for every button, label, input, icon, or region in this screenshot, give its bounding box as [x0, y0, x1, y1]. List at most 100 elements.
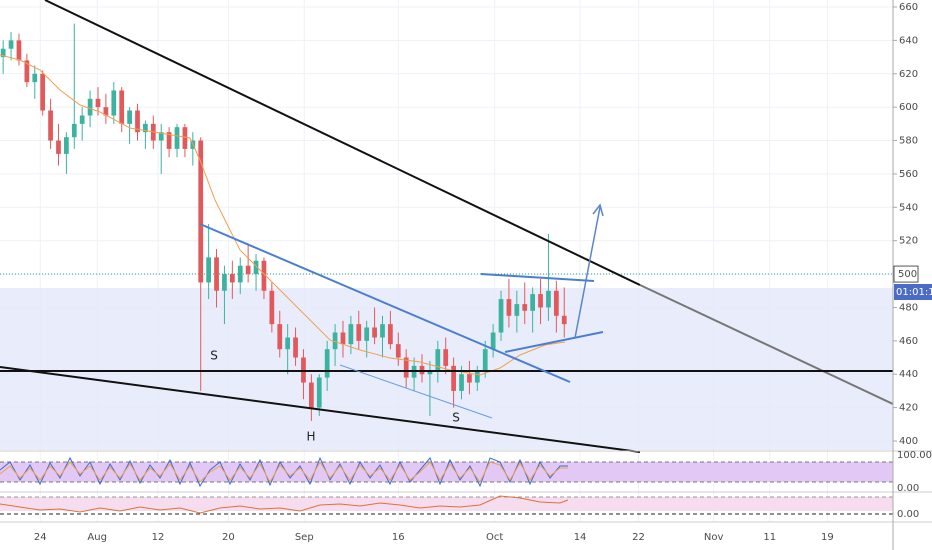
candle-body: [79, 115, 85, 124]
candle-body: [166, 132, 172, 149]
candle-body: [0, 48, 6, 58]
oscillator-band: [0, 462, 893, 482]
candle-body: [522, 304, 528, 311]
y-tick-label: 440: [899, 369, 918, 380]
x-tick-label: Sep: [295, 532, 314, 543]
candle-body: [308, 382, 314, 408]
axes: 400 420 440 460 480 500 520 540 560 580 600 620 640 6…: [34, 2, 932, 543]
candle-body: [182, 127, 188, 149]
candle-body: [546, 290, 551, 308]
candle-body: [56, 140, 61, 154]
y-tick-label: 460: [899, 336, 918, 347]
y-tick-label: 400: [899, 436, 918, 447]
x-tick-label: 24: [34, 532, 47, 543]
x-tick-label: Nov: [704, 532, 724, 543]
y-tick-label: 640: [899, 35, 918, 46]
pennant-bottom: [504, 331, 604, 353]
candle-body: [388, 324, 393, 345]
candle-body: [514, 304, 520, 316]
candle-body: [553, 290, 559, 316]
candle-body: [87, 98, 93, 116]
last-price-box: [893, 265, 919, 283]
x-tick-label: 22: [632, 532, 645, 543]
candle-body: [498, 299, 504, 333]
candle-body: [316, 377, 322, 408]
candle-body: [340, 332, 346, 345]
candle-body: [229, 274, 235, 283]
candle-body: [222, 274, 227, 291]
annotation: S: [210, 349, 218, 363]
candle-body: [474, 370, 480, 383]
candle-body: [158, 132, 164, 141]
candle-body: [395, 344, 401, 358]
x-tick-label: 11: [763, 532, 776, 543]
candle-body: [48, 110, 53, 141]
oscillator-label: 0.00: [897, 483, 919, 494]
candle-body: [490, 332, 496, 350]
oscillator-band: [0, 497, 893, 511]
candle-body: [8, 40, 14, 49]
y-tick-label: 520: [899, 236, 918, 247]
candle-body: [324, 349, 330, 378]
candle-body: [372, 327, 377, 338]
candle-body: [237, 265, 243, 283]
oscillator-signal: [0, 461, 568, 484]
moving-average: [0, 54, 566, 376]
candle-body: [119, 90, 125, 124]
annotation: H: [306, 430, 315, 444]
y-tick-label: 580: [899, 136, 918, 147]
candle-body: [32, 73, 38, 83]
annotation: S: [452, 411, 460, 425]
candle-body: [253, 260, 259, 275]
y-tick-label: 600: [899, 102, 918, 113]
candle-body: [380, 324, 385, 338]
y-tick-label: 560: [899, 169, 918, 180]
candle-body: [506, 299, 512, 316]
candle-body: [143, 123, 148, 133]
x-tick-label: 19: [821, 532, 834, 543]
candle-body: [482, 349, 488, 371]
y-tick-label: 540: [899, 202, 918, 213]
channel-line: [339, 364, 493, 419]
candle-body: [269, 290, 275, 325]
candle-body: [467, 374, 472, 383]
countdown-box: [894, 284, 932, 300]
countdown-label: 01:01:15: [896, 287, 932, 298]
candle-body: [71, 123, 77, 138]
x-tick-label: 12: [152, 532, 165, 543]
candle-body: [451, 365, 456, 391]
candles: [0, 23, 567, 421]
pennant-top: [480, 273, 595, 282]
candle-body: [40, 73, 46, 111]
arrow: [574, 206, 601, 339]
oscillator-panel: [0, 450, 932, 523]
candle-body: [261, 260, 267, 291]
candle-body: [277, 324, 283, 350]
candle-body: [459, 374, 464, 391]
candle-body: [174, 127, 180, 149]
x-tick-label: Oct: [486, 532, 503, 543]
candle-body: [364, 327, 370, 341]
y-tick-label: 620: [899, 69, 918, 80]
drawings: [0, 0, 894, 453]
candle-body: [443, 349, 449, 366]
x-tick-label: 20: [222, 532, 235, 543]
candle-body: [111, 90, 117, 116]
candle-body: [427, 370, 433, 375]
candle-body: [293, 337, 298, 358]
candle-body: [348, 324, 354, 345]
candle-body: [435, 349, 441, 371]
oscillator-label: 100.00: [897, 450, 932, 461]
last-price-label: 500: [898, 269, 917, 280]
candle-body: [127, 110, 132, 124]
x-tick-label: 16: [392, 532, 405, 543]
candle-body: [103, 107, 109, 116]
candle-body: [245, 265, 251, 275]
candle-body: [95, 98, 101, 108]
candle-body: [561, 315, 567, 325]
candle-body: [403, 357, 409, 378]
y-tick-label: 420: [899, 403, 918, 414]
candle-body: [64, 137, 69, 154]
y-tick-label: 480: [899, 302, 918, 313]
